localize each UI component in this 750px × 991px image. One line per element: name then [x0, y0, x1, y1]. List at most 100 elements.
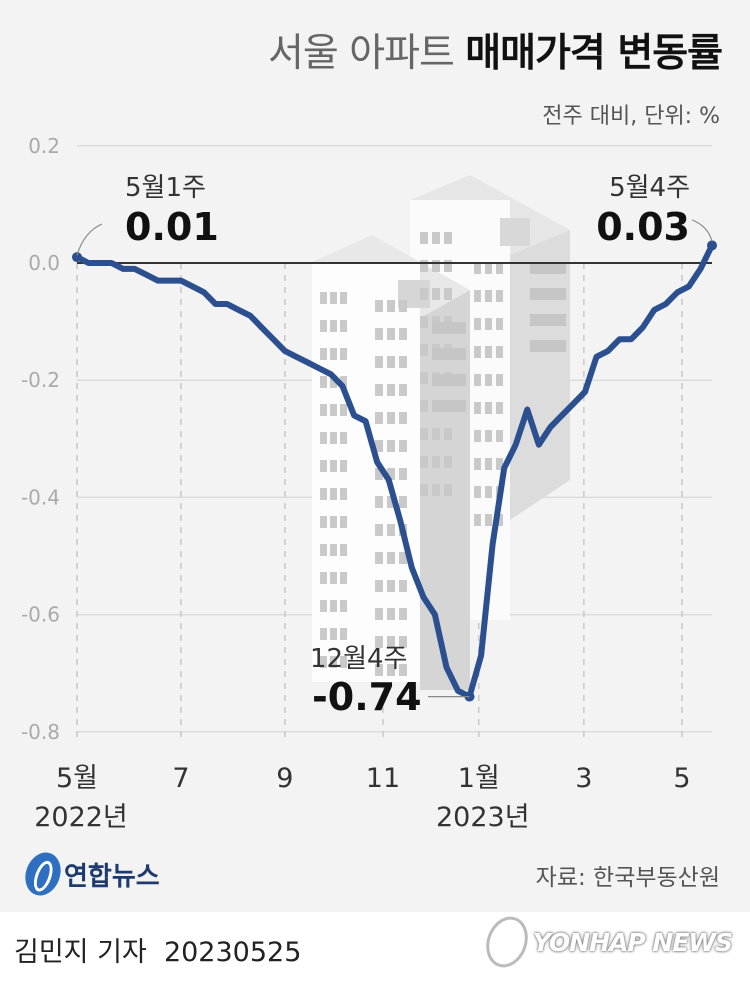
- stripe: [432, 322, 466, 334]
- title-bold: 매매가격 변동률: [465, 31, 723, 76]
- building-side: [510, 230, 570, 520]
- window: [375, 384, 383, 396]
- line-chart: 0.2 0.0 -0.2 -0.4 -0.6 -0.8 5월 7 9 11 1월 3 5 2022년 202…: [21, 134, 717, 833]
- window: [375, 580, 383, 592]
- window: [420, 428, 428, 440]
- stripe: [432, 348, 466, 360]
- window: [399, 328, 407, 340]
- title-light: 서울 아파트: [268, 31, 455, 76]
- window: [340, 544, 347, 556]
- window: [420, 372, 428, 384]
- window: [474, 486, 481, 498]
- window: [320, 348, 327, 360]
- window: [320, 292, 327, 304]
- source-label: 자료: 한국부동산원: [535, 865, 720, 891]
- window: [387, 468, 395, 480]
- window: [485, 290, 492, 302]
- callout-line: [76, 223, 103, 256]
- window: [496, 290, 503, 302]
- window: [387, 664, 395, 676]
- x-tick-label: 7: [172, 763, 189, 794]
- window: [330, 460, 337, 472]
- stripe: [432, 374, 466, 386]
- window: [399, 412, 407, 424]
- buildings-illustration: [312, 175, 570, 690]
- window: [330, 628, 337, 640]
- window: [496, 346, 503, 358]
- window: [420, 484, 428, 496]
- x-tick-label: 11: [366, 763, 400, 794]
- y-tick-label: -0.6: [21, 603, 60, 627]
- window: [340, 488, 347, 500]
- window: [399, 608, 407, 620]
- window: [432, 232, 440, 244]
- window: [375, 300, 383, 312]
- stripe: [530, 340, 566, 352]
- data-point: [707, 240, 717, 251]
- window: [330, 404, 337, 416]
- window: [485, 262, 492, 274]
- window: [340, 460, 347, 472]
- x-tick-label: 5월: [56, 763, 98, 794]
- annotation-label: 5월1주: [125, 173, 206, 203]
- window: [340, 516, 347, 528]
- window: [399, 496, 407, 508]
- window: [330, 600, 337, 612]
- window: [375, 440, 383, 452]
- window: [444, 260, 452, 272]
- window: [330, 432, 337, 444]
- window: [399, 664, 407, 676]
- stripe: [530, 314, 566, 326]
- window: [399, 552, 407, 564]
- rooftop-box: [500, 218, 530, 246]
- window: [320, 572, 327, 584]
- window: [485, 402, 492, 414]
- yonhap-logo: 연합뉴스: [19, 847, 160, 901]
- window: [320, 488, 327, 500]
- y-tick-label: -0.2: [21, 368, 60, 392]
- window: [375, 468, 383, 480]
- window: [485, 318, 492, 330]
- window: [320, 376, 327, 388]
- window: [432, 288, 440, 300]
- window: [340, 348, 347, 360]
- window: [444, 484, 452, 496]
- window: [485, 486, 492, 498]
- window: [330, 516, 337, 528]
- window: [420, 400, 428, 412]
- window: [387, 636, 395, 648]
- window: [432, 456, 440, 468]
- window: [387, 356, 395, 368]
- data-point: [72, 252, 82, 263]
- byline: 김민지 기자 20230525: [14, 937, 302, 968]
- window: [375, 636, 383, 648]
- window: [496, 318, 503, 330]
- window: [330, 488, 337, 500]
- window: [375, 552, 383, 564]
- window: [474, 374, 481, 386]
- window: [399, 384, 407, 396]
- window: [420, 232, 428, 244]
- window: [375, 356, 383, 368]
- window: [474, 458, 481, 470]
- window: [496, 262, 503, 274]
- yonhap-logo-icon: [19, 847, 67, 901]
- window: [399, 300, 407, 312]
- window: [387, 384, 395, 396]
- x-tick-label: 9: [276, 763, 293, 794]
- window: [330, 656, 337, 668]
- annotation-value: 0.03: [596, 205, 690, 249]
- window: [320, 404, 327, 416]
- window: [340, 292, 347, 304]
- window: [330, 292, 337, 304]
- window: [387, 440, 395, 452]
- window: [375, 608, 383, 620]
- y-tick-label: -0.8: [21, 720, 60, 744]
- window: [340, 404, 347, 416]
- watermark-text: YONHAP NEWS: [532, 927, 733, 957]
- window: [375, 664, 383, 676]
- window: [399, 468, 407, 480]
- window: [387, 524, 395, 536]
- window: [340, 656, 347, 668]
- window: [420, 344, 428, 356]
